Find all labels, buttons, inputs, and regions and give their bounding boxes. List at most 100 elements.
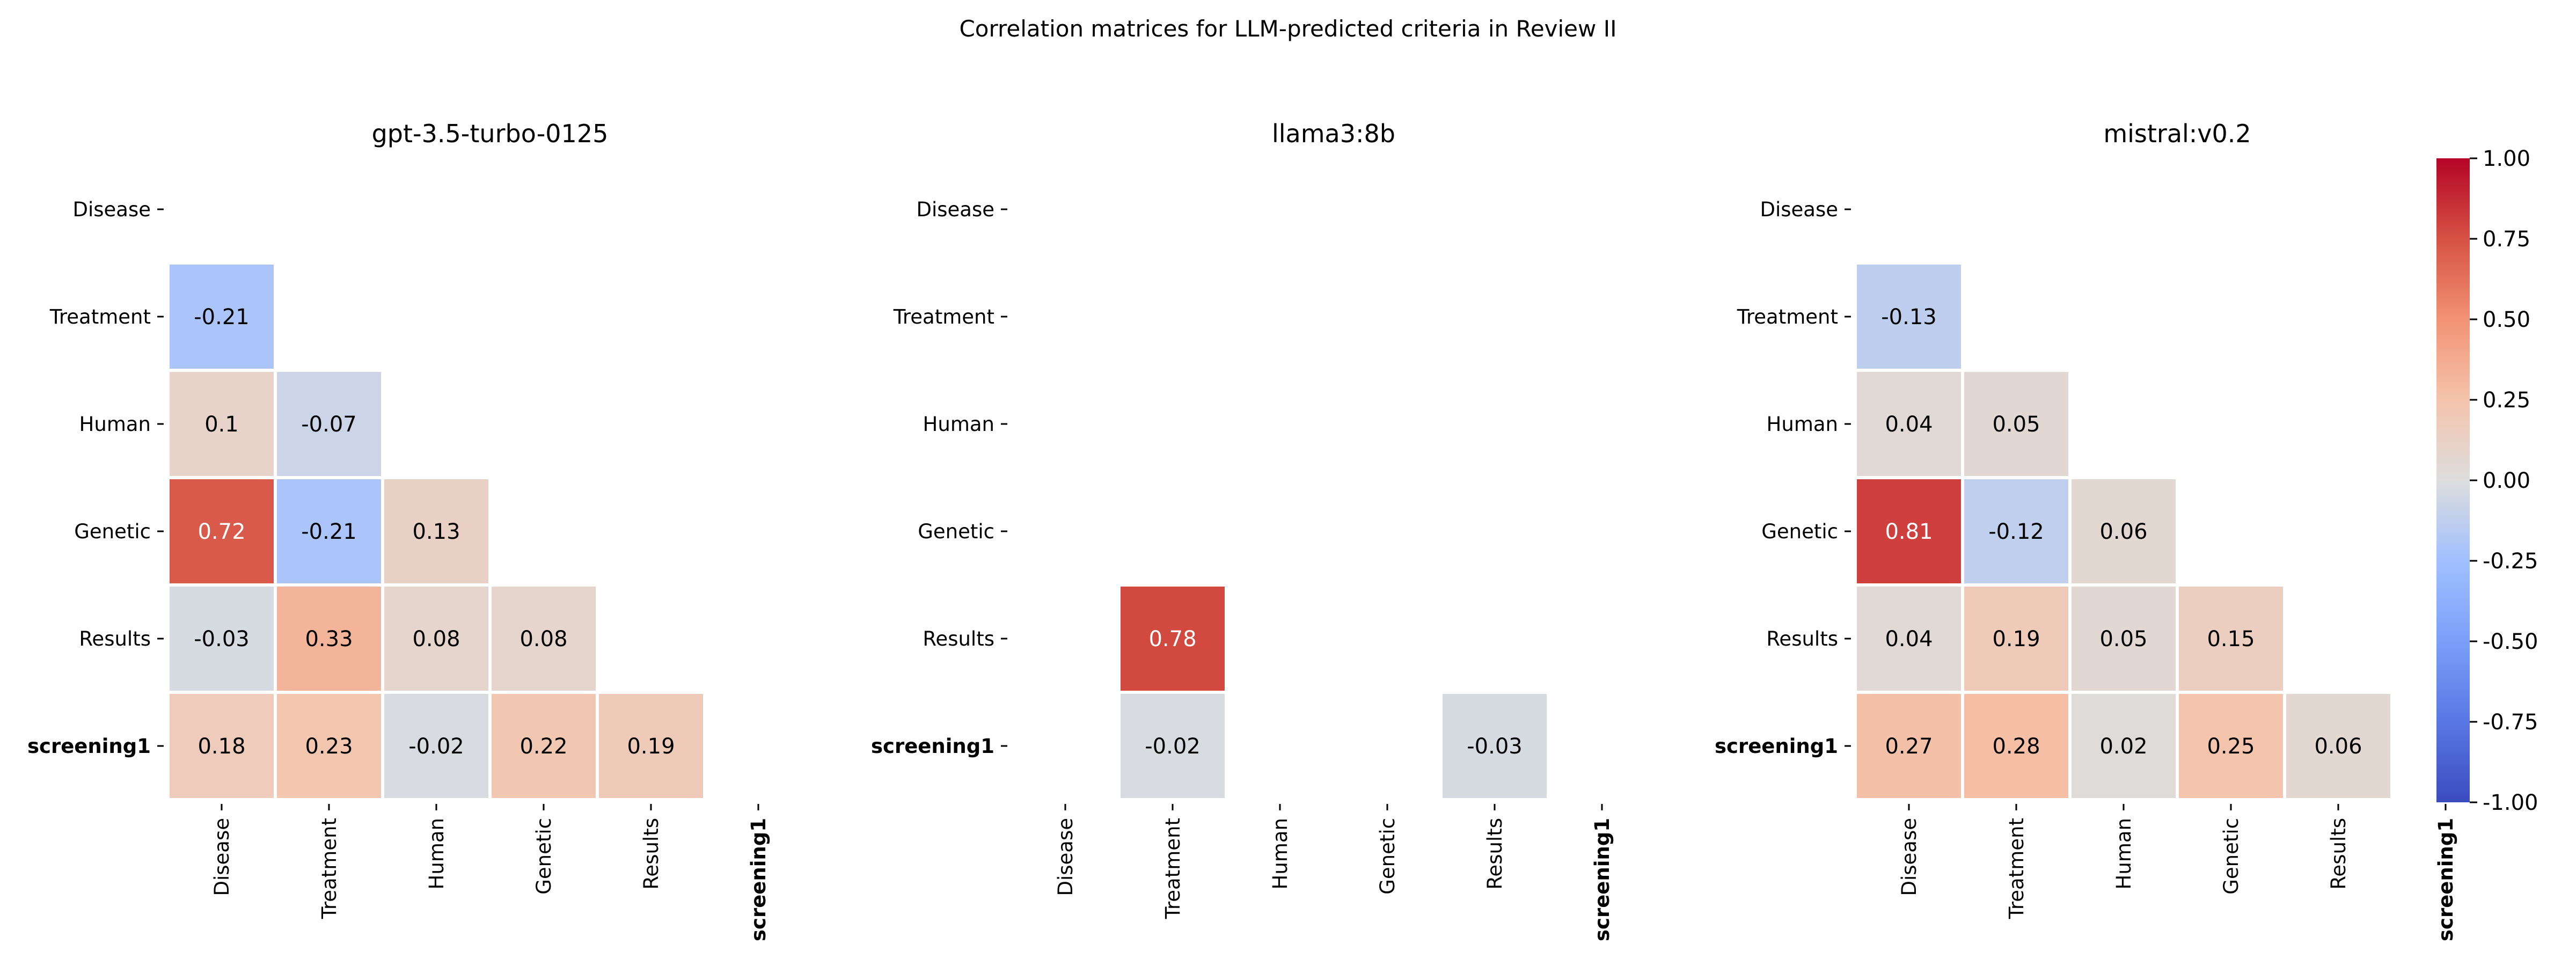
heatmap-cell (381, 476, 492, 587)
cell-value-label: -0.12 (1988, 519, 2044, 544)
y-tick-label: Results (79, 627, 151, 650)
cell-value-label: 0.27 (1885, 734, 1933, 759)
heatmap-cell (1961, 369, 2072, 479)
x-tick-label: screening1 (1591, 818, 1614, 941)
y-tick-label: Genetic (74, 520, 151, 543)
cell-value-label: -0.03 (1467, 734, 1523, 759)
heatmap-panel-1: gpt-3.5-turbo-0125 -0.21 0.1 -0.07 0.72 -0.21… (27, 119, 770, 941)
y-tick-label: Treatment (49, 305, 151, 328)
x-tick-label: Human (2112, 818, 2135, 889)
x-tick-label: Disease (1898, 818, 1921, 896)
colorbar-gradient (2436, 158, 2470, 802)
x-tick-label: Results (1483, 818, 1506, 890)
x-tick-label: Treatment (2005, 818, 2028, 919)
cell-value-label: -0.02 (408, 734, 464, 759)
x-tick-label: Human (425, 818, 448, 889)
cell-value-label: 0.25 (2207, 734, 2255, 759)
colorbar-ticks: 1.00 0.75 0.50 0.25 0.00 -0.25 -0.50 -0.75 -1.00 (2470, 147, 2538, 815)
y-tick-label: Human (923, 413, 994, 436)
figure-title: Correlation matrices for LLM-predicted c… (959, 16, 1616, 42)
cell-value-label: 0.19 (627, 734, 675, 759)
heatmap-panel-3: mistral:v0.2 -0.13 0.04 0.05 0.81 -0.12 0.06 0.… (1715, 119, 2457, 941)
y-tick-label: Disease (72, 198, 151, 221)
cell-value-label: -0.03 (194, 627, 250, 652)
heatmap-cell (274, 583, 384, 694)
heatmap-cell (1854, 369, 1964, 479)
heatmap-cell (1117, 691, 1228, 801)
y-tick-label: Results (1766, 627, 1838, 650)
cell-value-label: 0.06 (2314, 734, 2362, 759)
cell-value-label: -0.02 (1145, 734, 1201, 759)
heatmap-cell (1117, 583, 1228, 694)
cell-value-label: 0.78 (1148, 627, 1196, 652)
y-tick-label: screening1 (1715, 735, 1838, 758)
heatmap-cell (166, 261, 277, 372)
heatmap-cell (2283, 691, 2394, 801)
colorbar-tick-label: -1.00 (2483, 791, 2538, 815)
x-tick-label: Genetic (1376, 818, 1399, 895)
heatmap-cell (1854, 261, 1964, 372)
y-tick-label: Treatment (1737, 305, 1838, 328)
cell-value-label: 0.04 (1885, 627, 1933, 652)
y-tick-label: Human (79, 413, 151, 436)
x-tick-label: screening1 (747, 818, 770, 941)
heatmap-cell (488, 691, 599, 801)
cell-value-label: -0.07 (301, 412, 357, 437)
colorbar-tick-label: 1.00 (2483, 147, 2530, 171)
x-tick-label: Results (640, 818, 663, 890)
heatmap-cell (274, 691, 384, 801)
y-tick-label: Treatment (893, 305, 994, 328)
colorbar: 1.00 0.75 0.50 0.25 0.00 -0.25 -0.50 -0.75 -1.00 (2436, 147, 2538, 815)
cell-value-label: 0.18 (197, 734, 245, 759)
colorbar-tick-label: 0.00 (2483, 469, 2530, 493)
cell-value-label: 0.05 (2099, 627, 2147, 652)
x-tick-label: Genetic (2220, 818, 2243, 895)
x-tick-label: Treatment (318, 818, 341, 919)
heatmap-cell (596, 691, 706, 801)
x-tick-label: Human (1269, 818, 1292, 889)
heatmap-panel-2: llama3:8b 0.78 -0.02 -0.03 Disease Treatment H… (871, 119, 1614, 941)
colorbar-tick-label: -0.25 (2483, 549, 2538, 574)
y-tick-label: screening1 (27, 735, 151, 758)
cell-value-label: 0.1 (204, 412, 239, 437)
cell-value-label: 0.33 (305, 627, 353, 652)
cell-value-label: -0.21 (194, 305, 250, 330)
y-tick-label: screening1 (871, 735, 994, 758)
heatmap-cell (2176, 691, 2286, 801)
heatmap-cell (1961, 583, 2072, 694)
panel-title: gpt-3.5-turbo-0125 (372, 119, 609, 148)
cell-value-label: 0.81 (1885, 519, 1933, 544)
heatmap-panels: gpt-3.5-turbo-0125 -0.21 0.1 -0.07 0.72 -0.21… (27, 119, 2457, 941)
cell-value-label: 0.72 (197, 519, 245, 544)
x-tick-label: Results (2327, 818, 2350, 890)
colorbar-tick-label: -0.75 (2483, 710, 2538, 735)
panel-title: llama3:8b (1272, 119, 1395, 148)
cell-value-label: 0.02 (2099, 734, 2147, 759)
x-tick-label: Genetic (532, 818, 555, 895)
panel-title: mistral:v0.2 (2103, 119, 2251, 148)
cell-value-label: 0.06 (2099, 519, 2147, 544)
colorbar-tick-label: 0.25 (2483, 388, 2530, 413)
x-tick-label: screening1 (2434, 818, 2457, 941)
y-tick-label: Genetic (918, 520, 994, 543)
cell-value-label: 0.23 (305, 734, 353, 759)
cell-value-label: 0.22 (519, 734, 567, 759)
y-tick-label: Results (923, 627, 994, 650)
cell-value-label: 0.05 (1992, 412, 2040, 437)
cell-value-label: 0.19 (1992, 627, 2040, 652)
cell-value-label: 0.04 (1885, 412, 1933, 437)
cell-value-label: 0.15 (2207, 627, 2255, 652)
x-tick-label: Disease (210, 818, 233, 896)
colorbar-tick-label: -0.50 (2483, 630, 2538, 654)
heatmap-cell (1439, 691, 1550, 801)
cell-value-label: 0.08 (412, 627, 460, 652)
y-tick-label: Disease (1760, 198, 1838, 221)
y-tick-label: Disease (916, 198, 994, 221)
heatmap-cell (2068, 476, 2179, 587)
cell-value-label: 0.13 (412, 519, 460, 544)
cell-value-label: -0.21 (301, 519, 357, 544)
x-tick-label: Treatment (1161, 818, 1184, 919)
colorbar-tick-label: 0.75 (2483, 227, 2530, 252)
